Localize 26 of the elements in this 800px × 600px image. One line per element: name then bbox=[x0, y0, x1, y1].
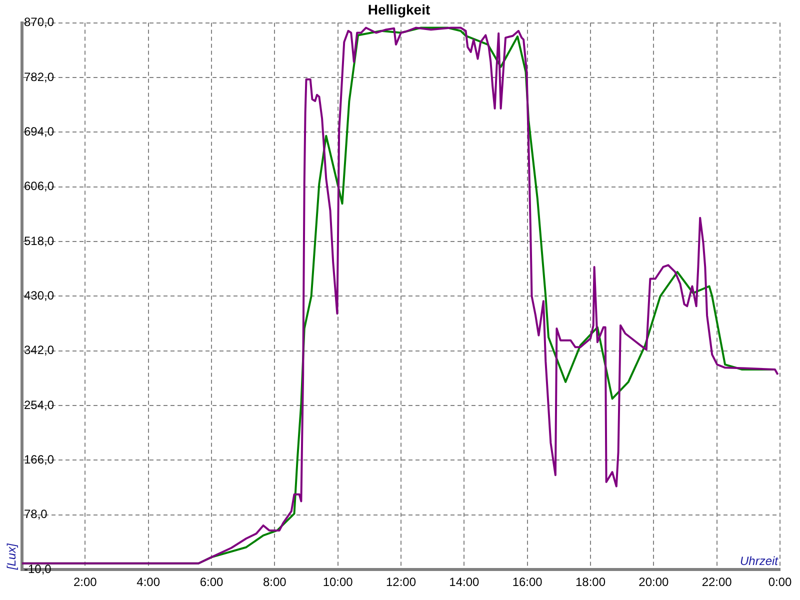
x-tick-label: 8:00 bbox=[262, 575, 287, 590]
y-tick-label: 782,0 bbox=[24, 70, 54, 84]
x-tick-label: 14:00 bbox=[449, 575, 480, 590]
x-axis-title: Uhrzeit bbox=[740, 554, 779, 568]
x-tick-label: 4:00 bbox=[136, 575, 160, 590]
y-tick-label: -10,0 bbox=[24, 562, 52, 576]
x-tick-label: 22:00 bbox=[702, 575, 732, 590]
x-tick-label: 0:00 bbox=[768, 575, 792, 590]
y-axis-title: [Lux] bbox=[4, 542, 18, 571]
y-tick-label: 78,0 bbox=[24, 507, 48, 522]
x-tick-label: 12:00 bbox=[386, 575, 416, 590]
y-tick-label: 606,0 bbox=[24, 179, 54, 194]
y-tick-label: 870,0 bbox=[24, 15, 54, 30]
y-tick-label: 254,0 bbox=[24, 398, 54, 412]
x-tick-label: 2:00 bbox=[73, 575, 98, 590]
x-tick-label: 20:00 bbox=[638, 575, 670, 590]
x-tick-label: 6:00 bbox=[200, 575, 224, 590]
y-tick-label: 694,0 bbox=[24, 124, 54, 138]
x-tick-label: 18:00 bbox=[575, 575, 606, 590]
y-tick-label: 166,0 bbox=[24, 452, 54, 467]
y-tick-label: 518,0 bbox=[24, 234, 54, 248]
y-tick-label: 342,0 bbox=[24, 343, 54, 358]
y-tick-label: 430,0 bbox=[24, 288, 54, 303]
chart-title: Helligkeit bbox=[368, 1, 430, 18]
x-tick-label: 10:00 bbox=[322, 575, 354, 590]
x-tick-label: 16:00 bbox=[512, 575, 543, 590]
